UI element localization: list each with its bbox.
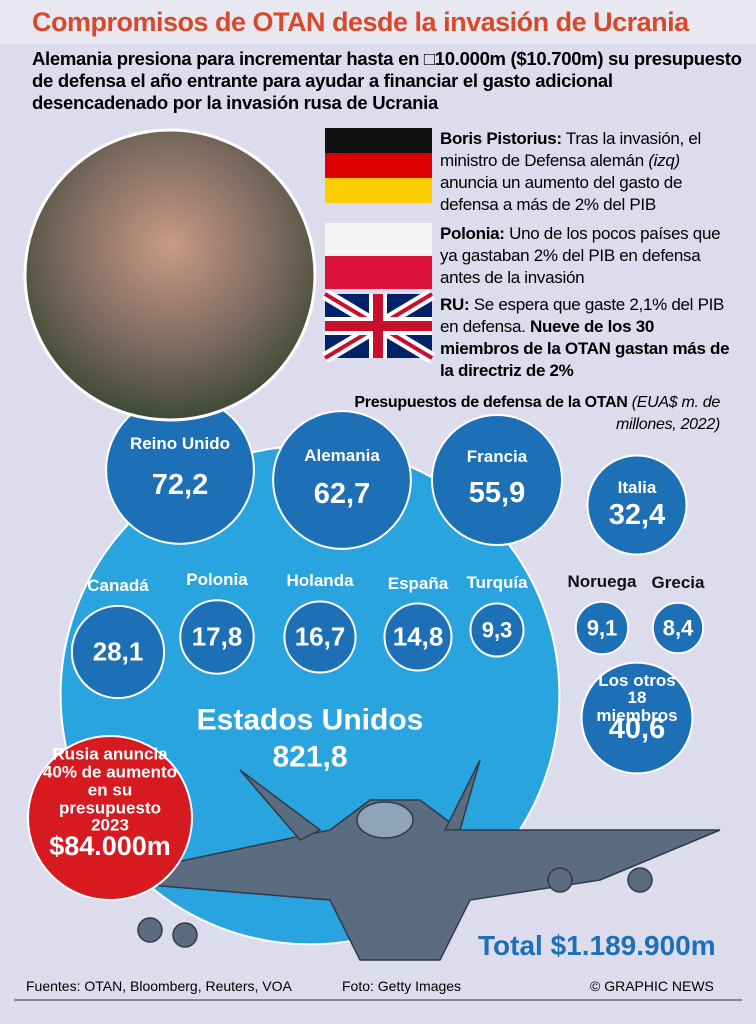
note-text: anuncia un aumento del gasto de defensa … <box>440 173 683 214</box>
bubble <box>272 410 412 550</box>
note-poland: Polonia: Uno de los pocos países que ya … <box>440 223 730 289</box>
bubble <box>283 600 357 674</box>
bubble <box>580 661 694 775</box>
bubble <box>586 454 688 556</box>
bubble-name: Turquía <box>466 573 528 593</box>
bubble-value: 9,3 <box>481 617 513 643</box>
bubble <box>469 602 525 658</box>
note-bold: Boris Pistorius: <box>440 129 562 148</box>
credit: © GRAPHIC NEWS <box>590 978 714 994</box>
note-italic: (izq) <box>648 151 680 170</box>
note-bold: Polonia: <box>440 224 505 243</box>
bubble-name: Canadá <box>87 575 149 595</box>
bubble-name: Francia <box>466 447 528 467</box>
note-germany: Boris Pistorius: Tras la invasión, el mi… <box>440 128 730 216</box>
bubble-name: Alemania <box>304 445 380 465</box>
russia-text: Rusia anuncia 40% de aumento en su presu… <box>42 744 178 835</box>
bubble-value: 17,8 <box>191 621 243 652</box>
bubble-name: Noruega <box>567 571 637 591</box>
bubble-name: Polonia <box>186 570 248 590</box>
note-text: Se espera que gaste 2,1% del PIB en defe… <box>440 295 725 336</box>
chart-title-block: Presupuestos de defensa de la OTAN (EUA$… <box>325 392 720 436</box>
russia-amount: $84.000m <box>49 830 171 861</box>
bubble <box>383 602 453 672</box>
bubble-value: 9,1 <box>586 615 618 641</box>
sources: Fuentes: OTAN, Bloomberg, Reuters, VOA <box>26 978 292 994</box>
bubble <box>70 604 166 700</box>
bubble-value: 28,1 <box>92 636 144 667</box>
bubble-value: 62,7 <box>313 477 371 510</box>
bubble-value: 14,8 <box>392 621 444 652</box>
bubble-value: 40,6 <box>608 712 666 745</box>
bubble <box>430 413 564 547</box>
chart-title: Presupuestos de defensa de la OTAN <box>354 394 628 411</box>
flag-poland <box>325 223 432 289</box>
note-bold: Nueve de los 30 miembros de la OTAN gast… <box>440 317 730 380</box>
jet-illustration <box>89 759 721 961</box>
bubble-name: Estados Unidos <box>196 703 424 737</box>
portrait-photo <box>23 128 317 422</box>
russia-circle <box>27 735 193 901</box>
bubble-value: 16,7 <box>294 621 346 652</box>
bubble-name: Reino Unido <box>129 434 231 454</box>
bubble <box>179 599 255 675</box>
note-text: Uno de los pocos países que ya gastaban … <box>440 224 721 287</box>
flag-germany <box>325 128 432 203</box>
bubble-value: 821,8 <box>272 740 348 774</box>
bubble-name: Grecia <box>651 572 705 592</box>
subtitle: Alemania presiona para incrementar hasta… <box>32 48 742 113</box>
note-uk: RU: Se espera que gaste 2,1% del PIB en … <box>440 294 730 382</box>
note-bold: RU: <box>440 295 470 314</box>
bubble <box>651 601 705 655</box>
bubble-name: Los otros 18 miembros <box>596 670 678 726</box>
note-text: Tras la invasión, el ministro de Defensa… <box>440 129 702 170</box>
bubble-value: 8,4 <box>662 615 694 641</box>
bubble <box>574 600 630 656</box>
bubble-name: España <box>387 573 449 593</box>
photo-credit: Foto: Getty Images <box>342 978 462 994</box>
bubble-value: 32,4 <box>608 498 666 531</box>
bubble-name: Italia <box>617 477 657 497</box>
bubble-value: 72,2 <box>151 468 209 501</box>
flag-uk <box>321 288 436 364</box>
bubble-name: Holanda <box>286 571 354 591</box>
chart-units: (EUA$ m. de millones, 2022) <box>615 394 720 433</box>
title: Compromisos de OTAN desde la invasión de… <box>0 0 756 44</box>
total: Total $1.189.900m <box>478 930 716 961</box>
bubble-value: 55,9 <box>468 476 526 509</box>
